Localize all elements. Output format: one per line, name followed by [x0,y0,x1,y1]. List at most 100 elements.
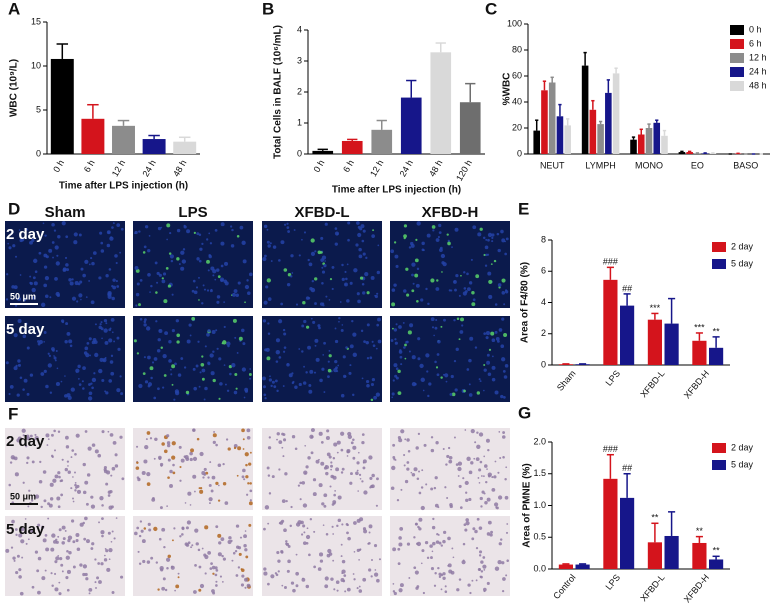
speckle [49,482,54,487]
speckle [291,435,296,439]
speckle [162,272,167,276]
speckle [280,302,284,306]
micrograph [390,516,510,596]
speckle [180,266,185,271]
speckle [277,570,280,573]
x-tick-label: 12 h [368,158,385,178]
speckle [101,517,104,520]
speckle [483,253,486,257]
speckle [101,534,104,538]
speckle [212,378,216,383]
speckle [333,493,336,497]
speckle [31,238,35,242]
speckle [331,287,334,291]
speckle [330,464,333,468]
speckle [8,483,12,487]
speckle [278,259,281,262]
speckle [335,580,340,585]
speckle [441,261,445,265]
speckle [430,317,435,322]
speckle [483,389,485,392]
speckle [444,373,449,378]
speckle [247,291,251,295]
speckle [29,240,33,245]
speckle [449,502,453,507]
speckle [314,277,318,281]
speckle [211,329,216,334]
speckle [461,560,466,565]
speckle [212,433,217,438]
x-tick-label: LPS [604,368,623,387]
speckle [60,479,64,482]
speckle [90,504,96,509]
speckle [270,574,275,579]
speckle [47,438,50,441]
speckle [143,320,147,324]
speckle [68,278,72,282]
legend-swatch [730,39,744,49]
speckle [456,317,460,321]
speckle [485,331,491,336]
speckle [491,475,494,479]
speckle [211,475,216,480]
bar [548,82,556,154]
speckle [62,268,67,272]
speckle [335,366,338,370]
speckle [121,477,125,481]
row-label: 2 day [6,433,45,450]
speckle [301,577,306,582]
speckle [74,482,77,484]
speckle [425,353,430,358]
speckle [490,331,495,336]
speckle [157,387,160,391]
y-axis-title: %WBC [502,73,513,106]
speckle [428,382,432,386]
speckle [349,364,352,367]
speckle [267,582,270,586]
speckle [310,317,313,320]
speckle [362,466,366,470]
speckle [226,341,231,346]
speckle [276,432,280,436]
error-bar [614,67,618,74]
speckle [284,472,288,476]
speckle [119,435,123,439]
speckle [390,486,395,491]
speckle [318,431,323,436]
speckle [198,588,202,592]
speckle [453,319,456,322]
speckle [334,490,336,492]
speckle [403,289,407,293]
scale-bar-label: 50 μm [10,491,36,501]
speckle [215,525,219,529]
error-bar [550,76,554,83]
speckle [31,585,35,589]
speckle [171,293,174,296]
speckle [198,233,202,237]
speckle [184,454,189,460]
speckle [65,576,69,580]
legend-swatch [712,259,726,269]
bar [653,122,661,154]
speckle [97,562,101,565]
speckle [54,572,57,575]
speckle [497,559,502,565]
speckle [78,233,82,237]
speckle [494,566,500,571]
speckle [168,359,172,363]
speckle [408,350,411,353]
speckle [91,261,95,266]
speckle [434,326,438,330]
speckle [353,578,356,581]
error-bar [680,150,684,153]
speckle [165,557,171,562]
speckle [453,280,457,284]
speckle [491,233,495,237]
speckle [70,487,73,490]
speckle [82,572,86,577]
speckle [286,222,289,225]
speckle [223,364,226,366]
speckle [19,376,23,380]
speckle [357,451,360,454]
speckle [13,366,18,371]
